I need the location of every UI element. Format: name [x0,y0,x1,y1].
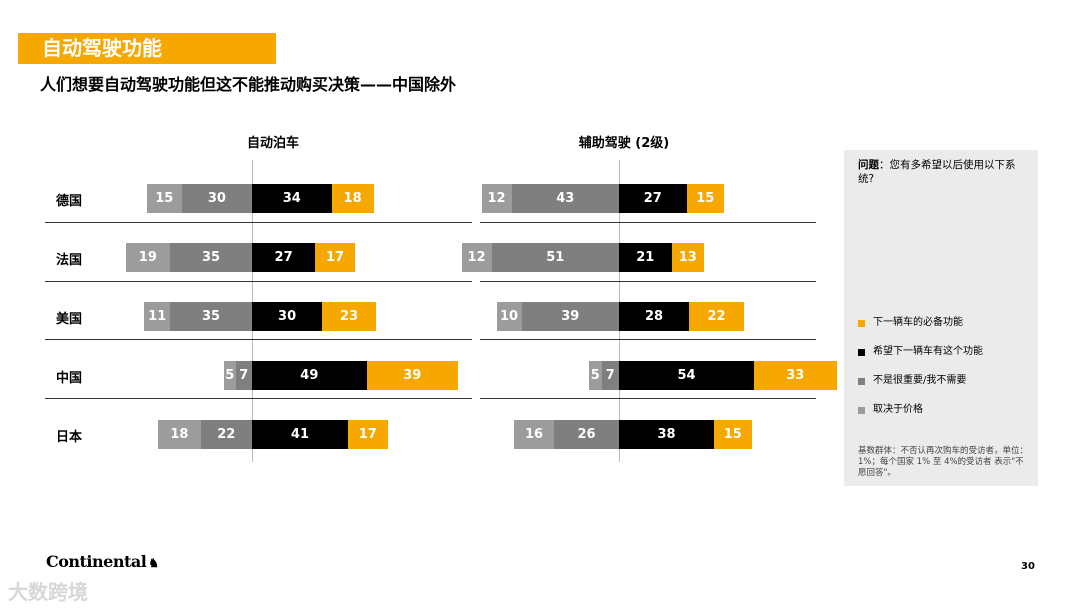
bar-segment: 15 [146,184,182,213]
row-label: 法国 [56,253,83,268]
bar-segment: 51 [491,243,619,272]
row-separator [480,398,816,399]
question: 问题：您有多希望以后使用以下系统? [858,158,1028,186]
chart-title: 辅助驾驶 (2级) [578,136,670,151]
row-label: 德国 [56,194,83,209]
legend-swatch [858,319,865,327]
bar-segment: 35 [170,302,252,331]
page-subtitle: 人们想要自动驾驶功能但这不能推动购买决策——中国除外 [40,75,457,94]
legend-label: 不是很重要/我不需要 [873,375,967,386]
section-title: 自动驾驶功能 [18,33,276,64]
chart-title: 自动泊车 [246,136,300,151]
base-note: 基数群体：不否认再次购车的受访者，单位：1%；每个国家 1% 至 4%的受访者 … [858,446,1029,478]
bar-segment: 7 [235,361,252,390]
legend-item-want: 希望下一辆车有这个功能 [858,345,983,359]
legend-swatch [858,348,865,356]
legend-label: 取决于价格 [873,404,923,415]
bar-segment: 26 [554,420,619,449]
horse-icon: ♞ [148,556,159,570]
bar-segment: 28 [619,302,689,331]
bar-segment: 17 [347,420,388,449]
bar-segment: 13 [671,243,704,272]
bar-segment: 16 [514,420,554,449]
bar-segment: 7 [601,361,619,390]
row-separator [480,222,816,223]
bar-segment: 15 [686,184,724,213]
continental-logo: Continental ♞ [46,552,159,571]
legend-swatch [858,406,865,414]
bar-segment: 38 [619,420,714,449]
bar-segment: 49 [252,361,367,390]
bar-segment: 39 [366,361,458,390]
bar-segment: 19 [125,243,171,272]
row-label: 日本 [56,430,83,445]
bar-segment: 11 [144,302,171,331]
bar-segment: 5 [223,361,236,390]
legend-item-must-have: 下一辆车的必备功能 [858,316,963,330]
bar-segment: 10 [496,302,522,331]
legend-label: 下一辆车的必备功能 [873,317,963,328]
bar-segment: 35 [170,243,252,272]
bar-segment: 22 [200,420,252,449]
bar-segment: 22 [689,302,744,331]
logo-text: Continental [46,552,147,571]
row-separator [45,222,472,223]
bar-segment: 33 [754,361,837,390]
bar-segment: 34 [252,184,332,213]
row-label: 美国 [56,312,83,327]
bar-segment: 27 [619,184,687,213]
bar-segment: 12 [461,243,492,272]
row-separator [480,339,816,340]
bar-segment: 23 [322,302,376,331]
bar-segment: 17 [315,243,355,272]
legend-item-depends-on-price: 取决于价格 [858,403,923,417]
legend-swatch [858,377,865,385]
bar-segment: 15 [714,420,752,449]
page-number: 30 [1021,561,1035,572]
row-separator [45,339,472,340]
watermark: 大数跨境 [8,580,88,604]
bar-segment: 54 [619,361,754,390]
row-separator [45,281,472,282]
info-panel: 问题：您有多希望以后使用以下系统? 下一辆车的必备功能 希望下一辆车有这个功能 … [844,150,1038,486]
bar-segment: 12 [481,184,512,213]
bar-segment: 30 [181,184,252,213]
question-text: ：您有多希望以后使用以下系统? [858,159,1016,185]
bar-segment: 43 [511,184,619,213]
row-separator [45,398,472,399]
row-separator [480,281,816,282]
row-label: 中国 [56,371,83,386]
bar-segment: 39 [521,302,619,331]
bar-segment: 18 [331,184,374,213]
bar-segment: 30 [252,302,323,331]
legend-item-not-important: 不是很重要/我不需要 [858,374,966,388]
legend-label: 希望下一辆车有这个功能 [873,346,983,357]
bar-segment: 27 [252,243,316,272]
bar-segment: 5 [589,361,602,390]
bar-segment: 18 [158,420,201,449]
bar-segment: 21 [619,243,672,272]
bar-segment: 41 [252,420,348,449]
question-label: 问题 [858,159,879,171]
